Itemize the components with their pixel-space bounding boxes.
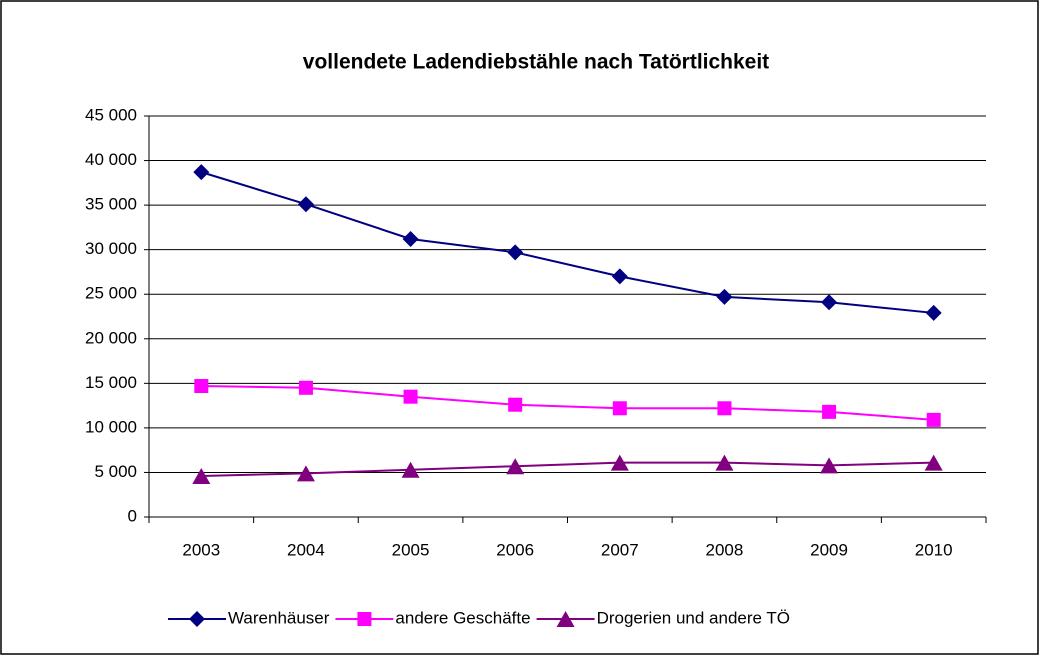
data-point [821,294,838,311]
legend-label: Warenhäuser [228,608,330,627]
data-point [822,404,837,419]
y-tick-label: 35 000 [85,195,137,214]
y-tick-label: 0 [128,506,137,525]
legend-marker [556,611,575,627]
y-tick-label: 25 000 [85,284,137,303]
x-tick-label: 2006 [496,540,534,559]
x-tick-label: 2007 [601,540,639,559]
data-point [717,401,732,416]
x-tick-label: 2010 [915,540,953,559]
data-point [506,458,525,475]
series-line [201,461,934,478]
y-tick-label: 30 000 [85,239,137,258]
x-tick-label: 2003 [182,540,220,559]
legend-label: andere Geschäfte [395,608,530,627]
data-point [925,304,942,321]
data-point [403,389,418,404]
series-line [201,171,934,314]
data-point [297,196,314,213]
data-point [820,457,839,474]
data-point [507,244,524,261]
data-point [194,379,209,394]
x-tick-label: 2004 [287,540,325,559]
data-point [298,380,313,395]
x-tick-label: 2005 [392,540,430,559]
legend-marker [357,612,372,626]
data-point [193,164,210,181]
y-tick-label: 40 000 [85,150,137,169]
data-point [508,397,523,412]
x-tick-label: 2009 [810,540,848,559]
data-point [401,461,420,478]
y-tick-label: 5 000 [94,462,137,481]
data-point [924,454,943,471]
y-tick-label: 45 000 [85,105,137,124]
data-point [611,268,628,285]
data-point [610,454,629,471]
data-point [296,465,315,482]
legend-marker [189,611,205,627]
y-tick-label: 15 000 [85,373,137,392]
y-tick-label: 20 000 [85,328,137,347]
data-point [716,288,733,305]
x-tick-label: 2008 [706,540,744,559]
y-tick-label: 10 000 [85,417,137,436]
chart-title: vollendete Ladendiebstähle nach Tatörtli… [303,51,769,74]
series-line [201,385,934,421]
data-point [192,468,211,485]
data-point [926,412,941,427]
data-point [612,401,627,416]
legend-label: Drogerien und andere TÖ [597,608,790,627]
data-point [715,454,734,471]
data-point [402,230,419,247]
